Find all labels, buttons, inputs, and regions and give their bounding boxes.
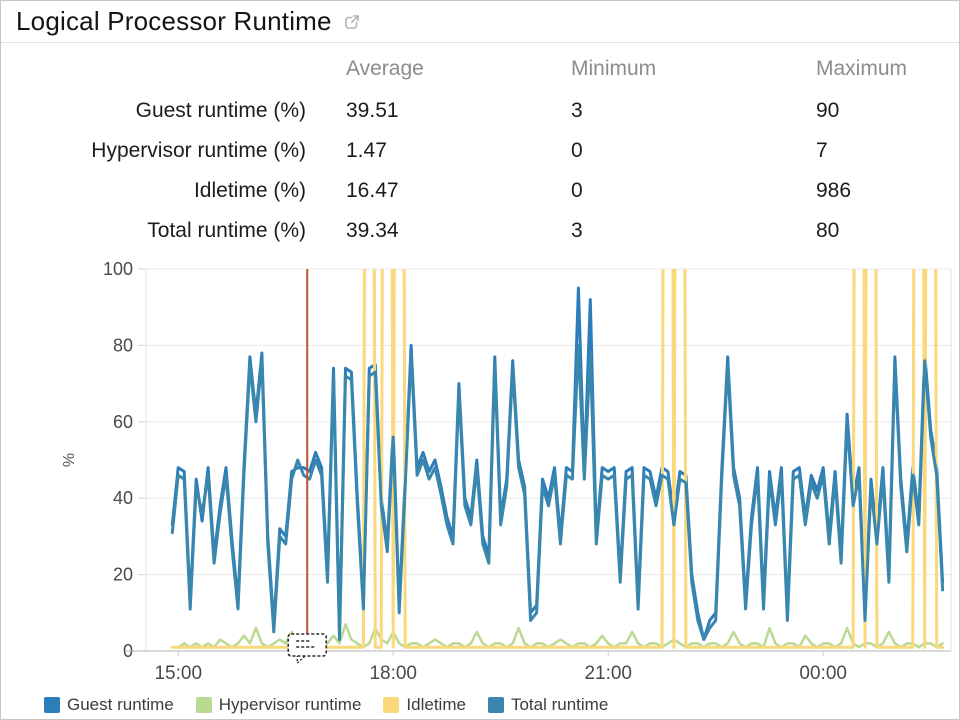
stats-value-maximum: 7	[816, 139, 828, 162]
stats-row-label: Hypervisor runtime (%)	[91, 139, 306, 162]
stats-value-average: 39.34	[346, 219, 399, 242]
svg-text:40: 40	[113, 488, 133, 508]
stats-row-label: Guest runtime (%)	[135, 99, 306, 122]
legend-item-guest-runtime[interactable]: Guest runtime	[44, 695, 174, 715]
svg-text:18:00: 18:00	[369, 663, 417, 684]
stats-value-minimum: 0	[571, 139, 583, 162]
legend-swatch	[487, 697, 504, 713]
svg-text:80: 80	[113, 335, 133, 355]
page-title: Logical Processor Runtime	[16, 6, 332, 36]
stats-table: Average Minimum Maximum Guest runtime (%…	[1, 51, 959, 251]
stats-value-minimum: 0	[571, 179, 583, 202]
legend-item-hypervisor-runtime[interactable]: Hypervisor runtime	[195, 695, 362, 715]
chart-area[interactable]: 0 20 40 60 80 100 15:00 18:00 21:00 00:00%	[1, 251, 959, 696]
stats-value-minimum: 3	[571, 219, 583, 242]
stats-col-minimum: Minimum	[571, 57, 657, 80]
stats-corner	[1, 51, 306, 87]
stats-col-maximum: Maximum	[816, 57, 908, 80]
legend-label: Hypervisor runtime	[218, 695, 362, 714]
svg-text:100: 100	[103, 259, 133, 279]
stats-value-average: 39.51	[346, 99, 399, 122]
stats-value-maximum: 90	[816, 99, 840, 122]
legend-item-idletime[interactable]: Idletime	[383, 695, 466, 715]
stats-col-average: Average	[346, 57, 424, 80]
stats-value-maximum: 80	[816, 219, 840, 242]
legend-swatch	[44, 697, 60, 713]
y-axis-label: %	[61, 453, 78, 467]
legend-item-total-runtime[interactable]: Total runtime	[487, 695, 609, 715]
series-idletime	[170, 269, 945, 649]
legend-swatch	[195, 697, 212, 713]
svg-text:00:00: 00:00	[799, 663, 847, 684]
chart-legend: Guest runtime Hypervisor runtime Idletim…	[1, 692, 959, 718]
open-in-new-window-icon	[342, 12, 362, 32]
widget-header: Logical Processor Runtime	[1, 1, 959, 43]
svg-text:60: 60	[113, 412, 133, 432]
stats-value-average: 16.47	[346, 179, 399, 202]
legend-swatch	[383, 697, 400, 713]
legend-label: Total runtime	[510, 695, 609, 714]
legend-label: Idletime	[406, 695, 466, 714]
stats-value-average: 1.47	[346, 139, 387, 162]
legend-label: Guest runtime	[67, 695, 174, 714]
popout-button[interactable]	[342, 12, 362, 32]
stats-value-minimum: 3	[571, 99, 583, 122]
stats-value-maximum: 986	[816, 179, 852, 202]
svg-text:21:00: 21:00	[584, 663, 632, 684]
stats-row-label: Total runtime (%)	[147, 219, 306, 242]
svg-text:15:00: 15:00	[154, 663, 202, 684]
comment-bubble-icon	[287, 633, 328, 665]
series-total-runtime	[170, 343, 945, 641]
series-guest-runtime	[170, 286, 945, 641]
svg-text:20: 20	[113, 565, 133, 585]
stats-row-label: Idletime (%)	[193, 179, 306, 202]
